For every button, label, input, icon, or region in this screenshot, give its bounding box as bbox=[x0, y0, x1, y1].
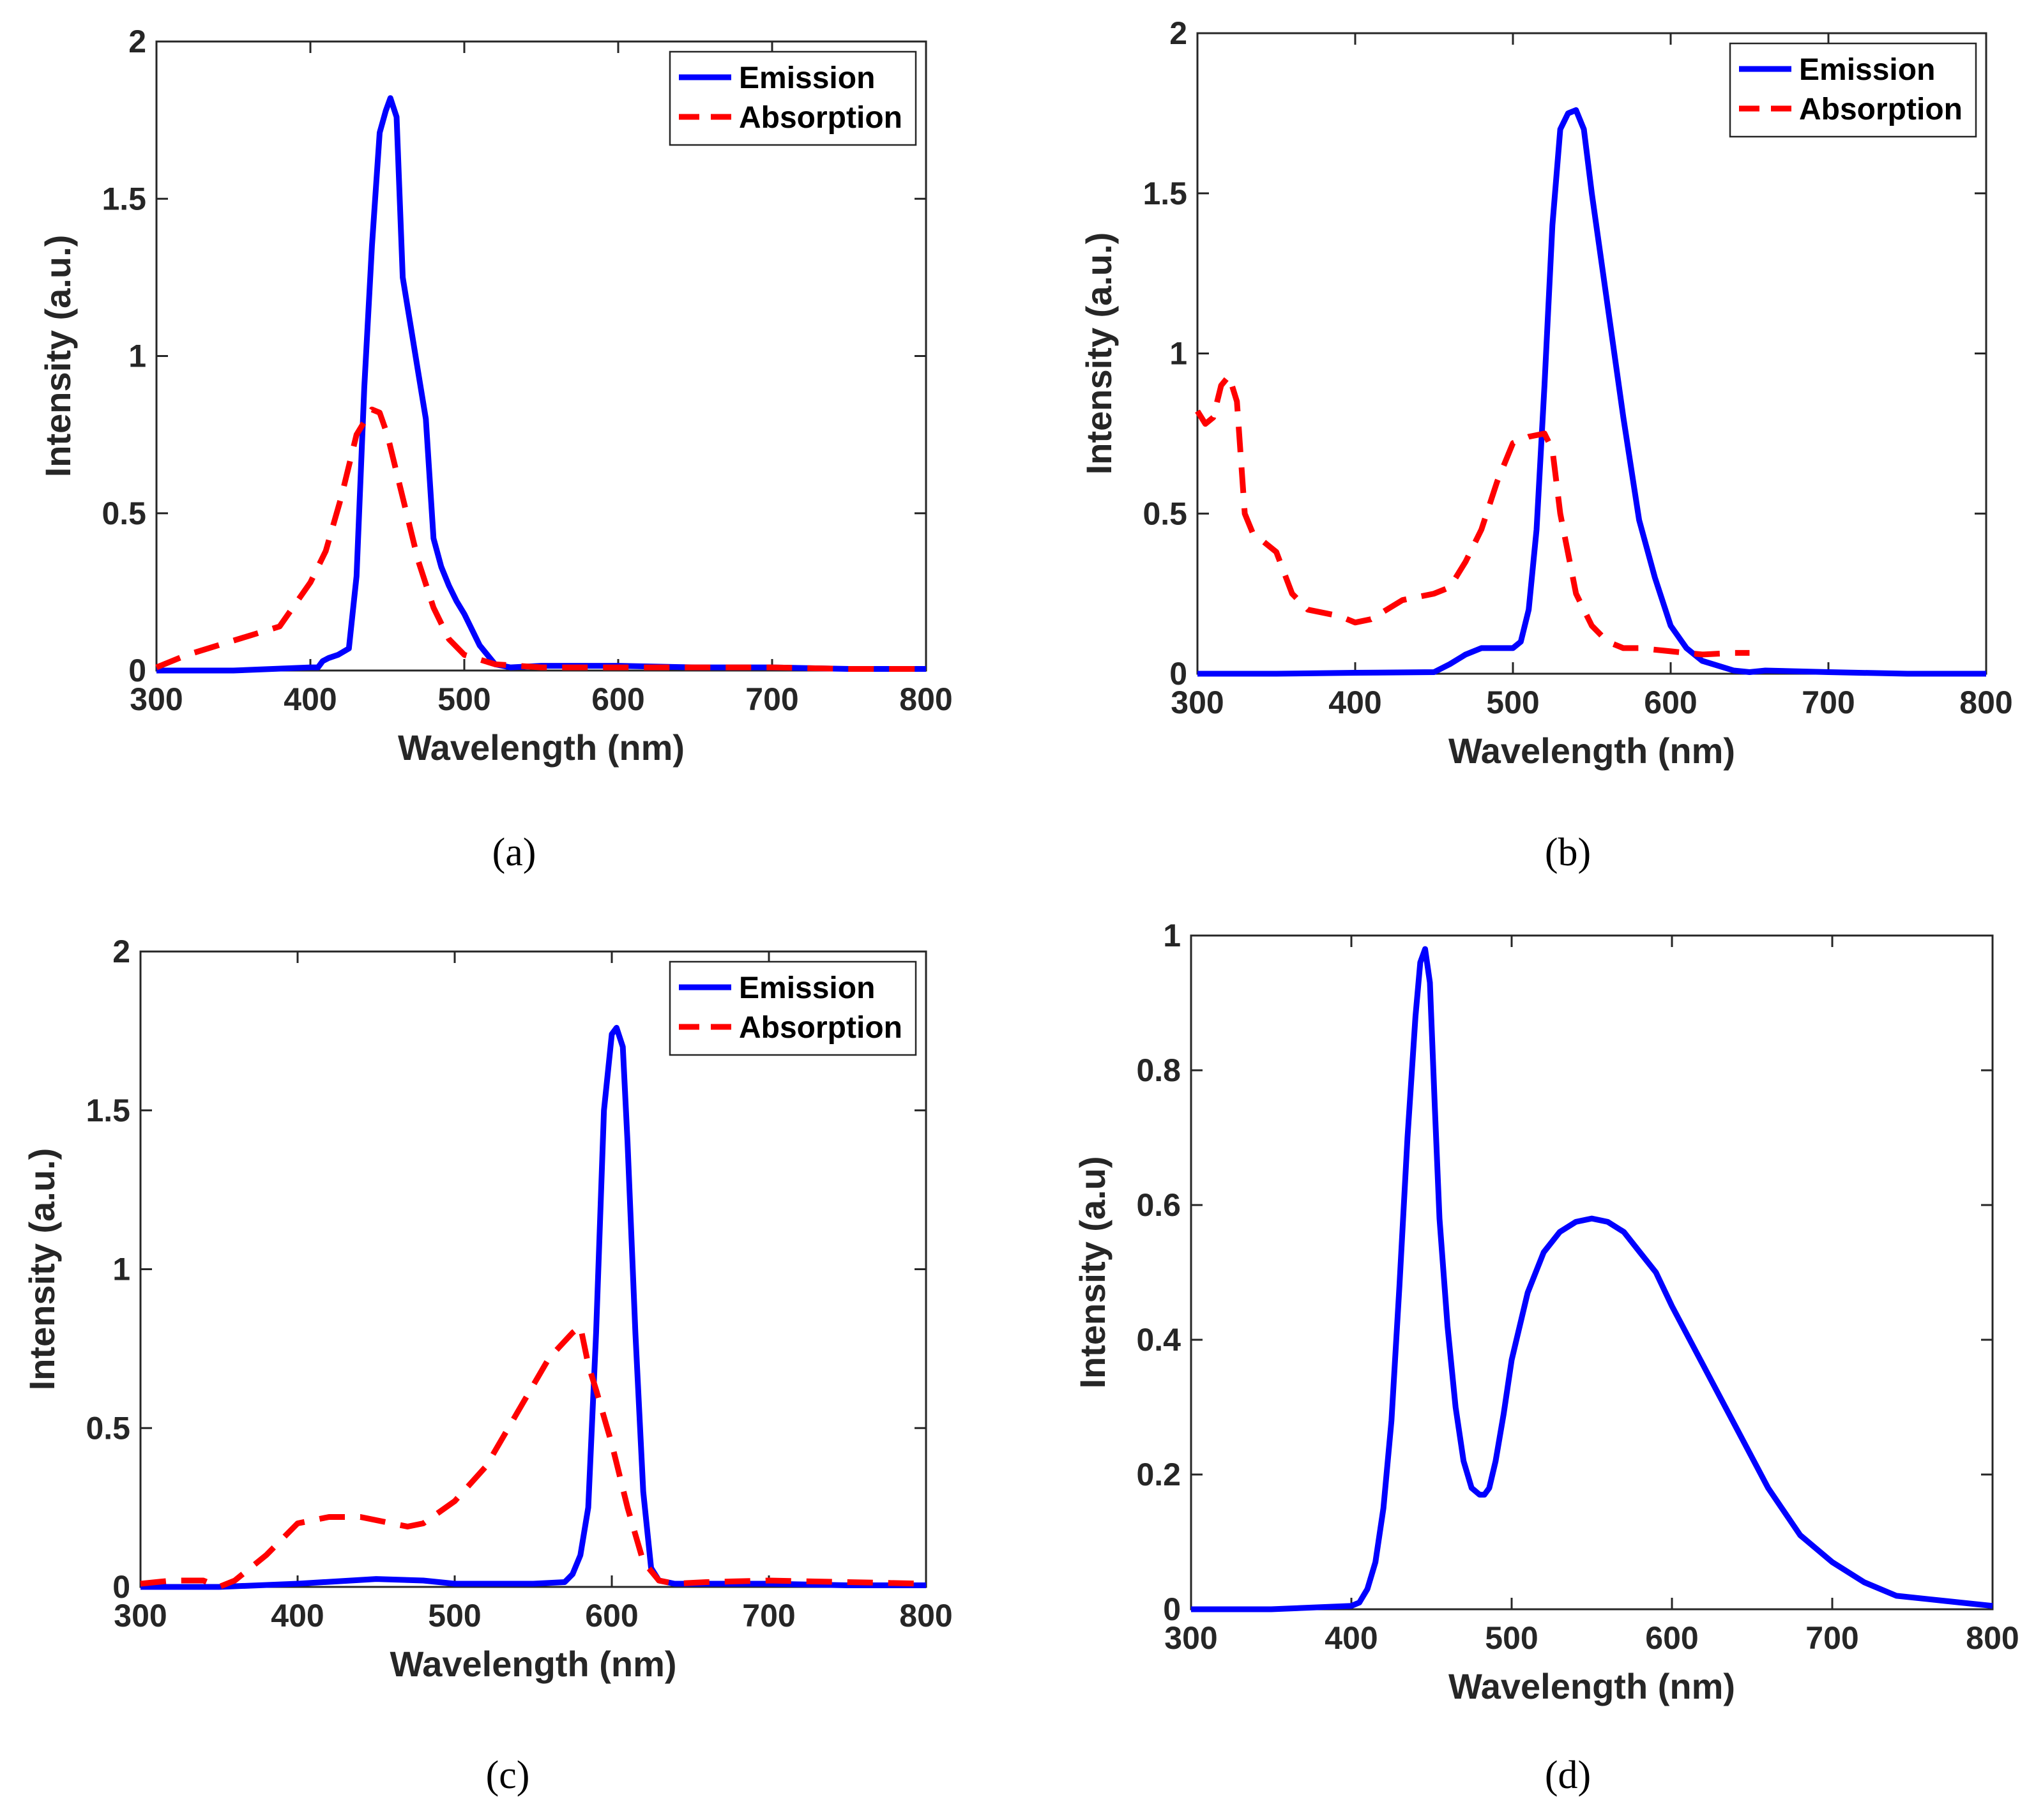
y-tick-label: 1.5 bbox=[102, 181, 146, 216]
absorption-line bbox=[140, 1323, 927, 1590]
legend: Emission Absorption bbox=[1729, 42, 1977, 138]
legend-box bbox=[669, 960, 917, 1056]
y-tick-label: 0.5 bbox=[1143, 496, 1187, 531]
plot-frame bbox=[155, 40, 927, 672]
y-axis-title: Intensity (a.u.) bbox=[38, 235, 78, 478]
x-tick-label: 400 bbox=[284, 681, 337, 717]
y-tick-label: 1 bbox=[128, 338, 146, 374]
y-tick-label: 1.5 bbox=[1143, 176, 1187, 211]
x-tick-label: 500 bbox=[1486, 685, 1539, 720]
y-tick-label: 0.2 bbox=[1136, 1457, 1181, 1492]
y-tick-label: 0.6 bbox=[1136, 1187, 1181, 1223]
y-tick-label: 0 bbox=[1163, 1591, 1181, 1627]
legend: Emission Absorption bbox=[669, 50, 917, 146]
y-axis-title: Intensity (a.u) bbox=[1072, 1156, 1113, 1388]
chart-panel-d: 300 400 500 600 700 800 0 0.2 0.4 0.6 0.8 1 Waveleng… bbox=[1022, 894, 2043, 1724]
x-tick-label: 600 bbox=[1645, 1620, 1698, 1656]
spectrum-line bbox=[1191, 946, 1993, 1612]
y-tick-label: 2 bbox=[128, 24, 146, 59]
x-tick-label: 400 bbox=[1325, 1620, 1378, 1656]
x-tick-label: 600 bbox=[1644, 685, 1697, 720]
y-tick-label: 1 bbox=[1169, 336, 1187, 372]
x-tick-label: 300 bbox=[1171, 685, 1224, 720]
x-tick-label: 300 bbox=[1164, 1620, 1217, 1656]
x-tick-label: 300 bbox=[114, 1598, 167, 1634]
y-axis-title: Intensity (a.u.) bbox=[1079, 232, 1119, 475]
chart-panel-c: 300 400 500 600 700 800 0 0.5 1 1.5 2 Wavelength (n… bbox=[0, 894, 958, 1724]
absorption-legend-label: Absorption bbox=[739, 101, 902, 135]
y-tick-label: 1 bbox=[112, 1252, 130, 1287]
absorption-legend-label: Absorption bbox=[739, 1011, 902, 1045]
chart-panel-b: 300 400 500 600 700 800 0 0.5 1 1.5 2 Wavelength (n… bbox=[1022, 0, 2043, 798]
y-tick-label: 0.5 bbox=[102, 496, 146, 531]
caption-b: (b) bbox=[1544, 831, 1591, 874]
x-tick-label: 300 bbox=[130, 681, 183, 717]
y-tick-label: 0 bbox=[128, 653, 146, 688]
plot-frame bbox=[1190, 934, 1994, 1611]
x-tick-label: 700 bbox=[745, 681, 798, 717]
y-tick-label: 0.5 bbox=[86, 1410, 130, 1446]
x-tick-label: 700 bbox=[1805, 1620, 1858, 1656]
emission-line bbox=[1197, 107, 1986, 677]
plot-frame bbox=[1196, 32, 1987, 675]
x-tick-label: 600 bbox=[591, 681, 644, 717]
x-tick-label: 500 bbox=[428, 1598, 481, 1634]
x-axis-title: Wavelength (nm) bbox=[1448, 731, 1735, 771]
x-tick-label: 400 bbox=[1328, 685, 1381, 720]
y-tick-label: 0.4 bbox=[1136, 1322, 1181, 1358]
chart-d-svg: 300 400 500 600 700 800 0 0.2 0.4 0.6 0.8 1 Waveleng… bbox=[1072, 918, 2019, 1706]
x-axis-title: Wavelength (nm) bbox=[398, 727, 685, 768]
x-tick-label: 800 bbox=[1959, 685, 2012, 720]
caption-d: (d) bbox=[1544, 1754, 1591, 1797]
x-tick-label: 800 bbox=[899, 681, 952, 717]
y-tick-label: 0 bbox=[1169, 656, 1187, 692]
chart-c-svg: 300 400 500 600 700 800 0 0.5 1 1.5 2 Wavelength (n… bbox=[22, 934, 953, 1684]
caption-a: (a) bbox=[492, 831, 536, 874]
legend-box bbox=[1729, 42, 1977, 138]
x-tick-label: 500 bbox=[437, 681, 490, 717]
emission-legend-label: Emission bbox=[739, 61, 875, 95]
emission-legend-label: Emission bbox=[739, 971, 875, 1005]
y-tick-label: 0 bbox=[112, 1569, 130, 1605]
y-tick-label: 1.5 bbox=[86, 1093, 130, 1128]
x-tick-label: 800 bbox=[899, 1598, 952, 1634]
x-tick-label: 400 bbox=[271, 1598, 324, 1634]
x-tick-label: 700 bbox=[742, 1598, 795, 1634]
x-tick-label: 800 bbox=[1966, 1620, 2019, 1656]
y-tick-label: 1 bbox=[1163, 918, 1181, 953]
emission-legend-label: Emission bbox=[1799, 53, 1935, 87]
y-tick-label: 2 bbox=[112, 934, 130, 969]
x-axis-title: Wavelength (nm) bbox=[390, 1644, 676, 1684]
caption-c: (c) bbox=[485, 1754, 530, 1797]
chart-a-svg: 300 400 500 600 700 800 0 0.5 1 1.5 2 Wavelength (n… bbox=[38, 24, 953, 768]
chart-b-svg: 300 400 500 600 700 800 0 0.5 1 1.5 2 Wavelength (n… bbox=[1079, 15, 2013, 771]
y-tick-label: 2 bbox=[1169, 15, 1187, 51]
legend: Emission Absorption bbox=[669, 960, 917, 1056]
absorption-legend-label: Absorption bbox=[1799, 93, 1963, 126]
x-axis-title: Wavelength (nm) bbox=[1448, 1666, 1735, 1706]
y-axis-title: Intensity (a.u.) bbox=[22, 1148, 62, 1391]
absorption-line bbox=[155, 406, 926, 672]
x-tick-label: 500 bbox=[1485, 1620, 1538, 1656]
x-tick-label: 600 bbox=[585, 1598, 638, 1634]
legend-box bbox=[669, 50, 917, 146]
absorption-line bbox=[1195, 373, 1750, 658]
x-tick-label: 700 bbox=[1802, 685, 1855, 720]
plot-frame bbox=[139, 950, 927, 1588]
y-tick-label: 0.8 bbox=[1136, 1052, 1181, 1088]
chart-panel-a: 300 400 500 600 700 800 0 0.5 1 1.5 2 Wavelength (n… bbox=[0, 0, 958, 785]
emission-line bbox=[141, 1024, 926, 1590]
